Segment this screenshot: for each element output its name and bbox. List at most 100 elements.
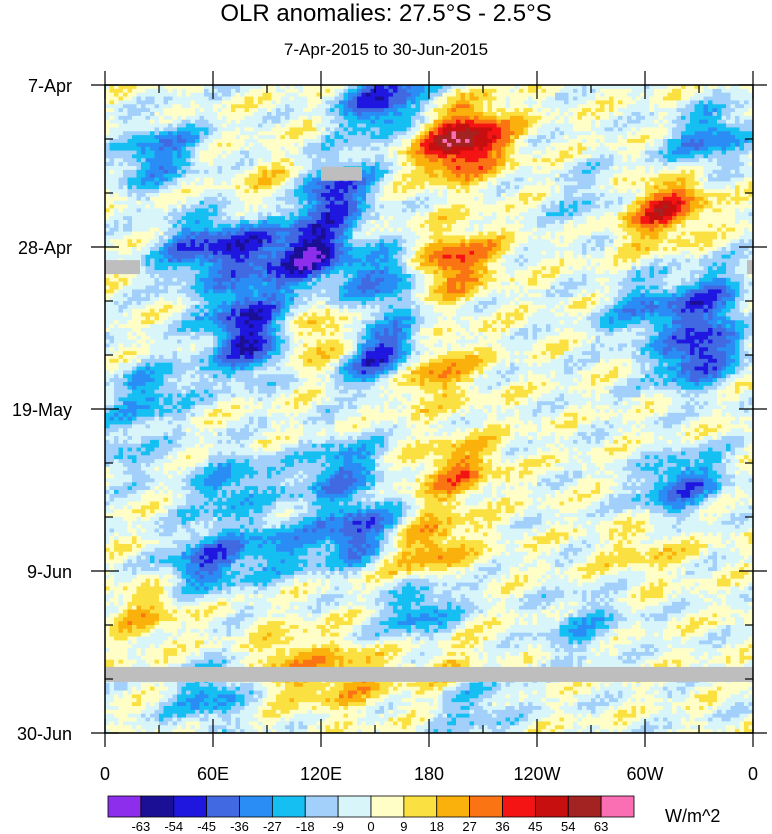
anomaly-cell	[708, 112, 714, 117]
anomaly-cell	[658, 158, 664, 163]
anomaly-cell	[744, 92, 750, 98]
anomaly-cell	[388, 108, 394, 113]
anomaly-cell	[465, 208, 471, 213]
anomaly-cell	[577, 146, 583, 152]
anomaly-cell	[289, 131, 295, 136]
anomaly-cell	[627, 112, 633, 117]
anomaly-cell	[159, 119, 165, 125]
anomaly-cell	[289, 88, 295, 94]
anomaly-cell	[307, 169, 313, 175]
anomaly-cell	[208, 162, 214, 167]
anomaly-cell	[321, 204, 327, 210]
anomaly-cell	[262, 208, 268, 213]
anomaly-cell	[658, 173, 664, 179]
anomaly-cell	[609, 112, 615, 117]
anomaly-cell	[672, 108, 678, 113]
anomaly-cell	[654, 162, 660, 167]
anomaly-cell	[249, 185, 255, 190]
anomaly-cell	[627, 139, 633, 144]
anomaly-cell	[132, 185, 138, 190]
anomaly-cell	[555, 135, 561, 140]
anomaly-cell	[717, 196, 723, 202]
anomaly-cell	[618, 154, 624, 159]
anomaly-cell	[199, 154, 205, 159]
anomaly-cell	[442, 204, 448, 210]
anomaly-cell	[591, 115, 597, 121]
anomaly-cell	[159, 123, 165, 129]
anomaly-cell	[699, 166, 705, 171]
anomaly-cell	[289, 92, 295, 98]
anomaly-cell	[550, 139, 556, 144]
anomaly-cell	[442, 189, 448, 194]
anomaly-cell	[429, 85, 435, 90]
anomaly-cell	[321, 123, 327, 129]
anomaly-cell	[469, 88, 475, 94]
anomaly-cell	[190, 169, 196, 175]
anomaly-cell	[375, 139, 381, 144]
anomaly-cell	[127, 200, 133, 206]
anomaly-cell	[726, 85, 732, 90]
anomaly-cell	[541, 154, 547, 159]
anomaly-cell	[343, 146, 349, 152]
anomaly-cell	[433, 196, 439, 202]
anomaly-cell	[618, 200, 624, 206]
anomaly-cell	[334, 216, 340, 221]
anomaly-cell	[222, 196, 228, 202]
anomaly-cell	[541, 131, 547, 136]
anomaly-cell	[262, 135, 268, 140]
anomaly-cell	[514, 173, 520, 179]
anomaly-cell	[568, 115, 574, 121]
anomaly-cell	[217, 119, 223, 125]
anomaly-cell	[708, 193, 714, 198]
anomaly-cell	[168, 127, 174, 132]
anomaly-cell	[388, 208, 394, 213]
anomaly-cell	[402, 154, 408, 159]
anomaly-cell	[739, 166, 745, 171]
anomaly-cell	[199, 146, 205, 152]
anomaly-cell	[190, 158, 196, 163]
anomaly-cell	[334, 208, 340, 213]
anomaly-cell	[478, 185, 484, 190]
anomaly-cell	[199, 127, 205, 132]
anomaly-cell	[388, 142, 394, 148]
anomaly-cell	[600, 119, 606, 125]
anomaly-cell	[249, 154, 255, 159]
anomaly-cell	[379, 119, 385, 125]
anomaly-cell	[438, 146, 444, 152]
anomaly-cell	[195, 119, 201, 125]
anomaly-cell	[249, 208, 255, 213]
anomaly-cell	[393, 104, 399, 109]
anomaly-cell	[537, 216, 543, 221]
anomaly-cell	[636, 85, 642, 90]
anomaly-cell	[172, 100, 178, 105]
anomaly-cell	[631, 158, 637, 163]
anomaly-cell	[514, 166, 520, 171]
anomaly-cell	[730, 92, 736, 98]
anomaly-cell	[132, 216, 138, 221]
anomaly-cell	[672, 169, 678, 175]
anomaly-cell	[402, 123, 408, 129]
anomaly-cell	[681, 131, 687, 136]
anomaly-cell	[690, 150, 696, 156]
anomaly-cell	[321, 112, 327, 117]
anomaly-cell	[244, 85, 250, 90]
anomaly-cell	[726, 158, 732, 163]
anomaly-cell	[123, 150, 129, 156]
anomaly-cell	[564, 166, 570, 171]
anomaly-cell	[411, 216, 417, 221]
anomaly-cell	[186, 212, 192, 217]
anomaly-cell	[613, 123, 619, 129]
anomaly-cell	[721, 212, 727, 217]
anomaly-cell	[546, 204, 552, 210]
anomaly-cell	[640, 119, 646, 125]
anomaly-cell	[595, 146, 601, 152]
anomaly-cell	[136, 154, 142, 159]
anomaly-cell	[645, 88, 651, 94]
anomaly-cell	[474, 208, 480, 213]
anomaly-cell	[685, 100, 691, 105]
anomaly-cell	[141, 135, 147, 140]
anomaly-cell	[622, 154, 628, 159]
anomaly-cell	[280, 142, 286, 148]
anomaly-cell	[289, 193, 295, 198]
anomaly-cell	[478, 200, 484, 206]
